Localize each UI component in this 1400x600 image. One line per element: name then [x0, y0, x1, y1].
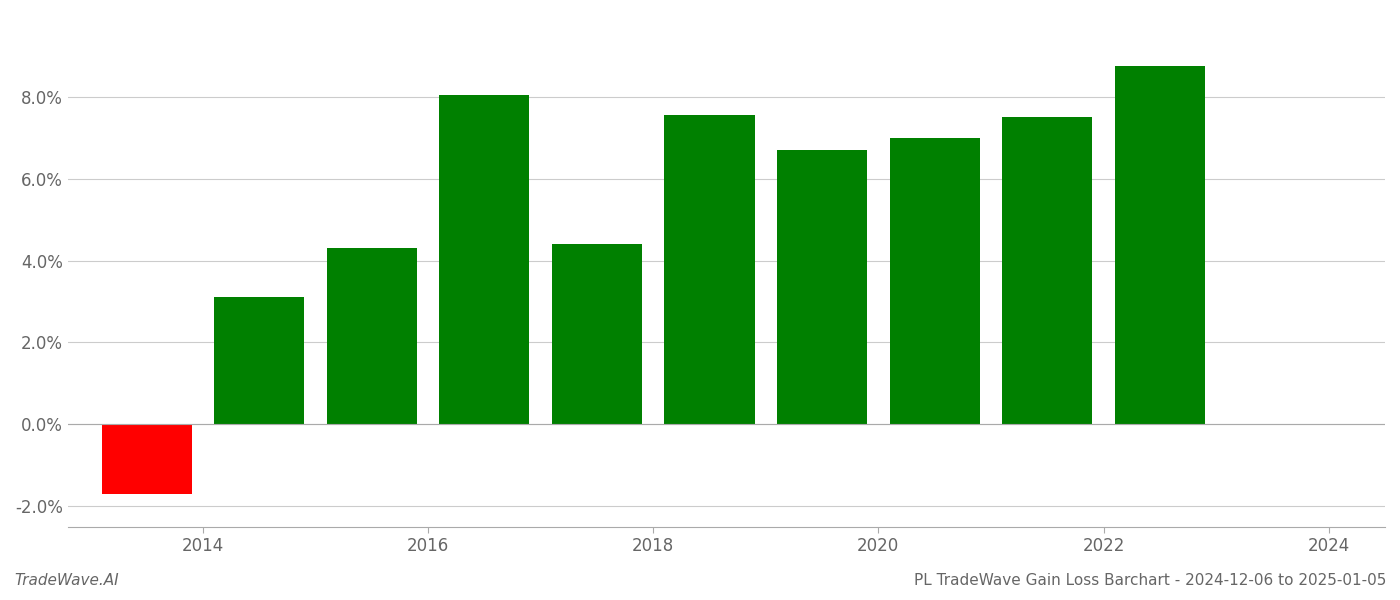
Bar: [665, 115, 755, 424]
Text: TradeWave.AI: TradeWave.AI: [14, 573, 119, 588]
Bar: [552, 244, 643, 424]
Bar: [889, 138, 980, 424]
Bar: [777, 150, 867, 424]
Bar: [102, 424, 192, 494]
Bar: [1114, 66, 1205, 424]
Bar: [214, 298, 304, 424]
Bar: [1002, 118, 1092, 424]
Bar: [326, 248, 417, 424]
Text: PL TradeWave Gain Loss Barchart - 2024-12-06 to 2025-01-05: PL TradeWave Gain Loss Barchart - 2024-1…: [914, 573, 1386, 588]
Bar: [440, 95, 529, 424]
